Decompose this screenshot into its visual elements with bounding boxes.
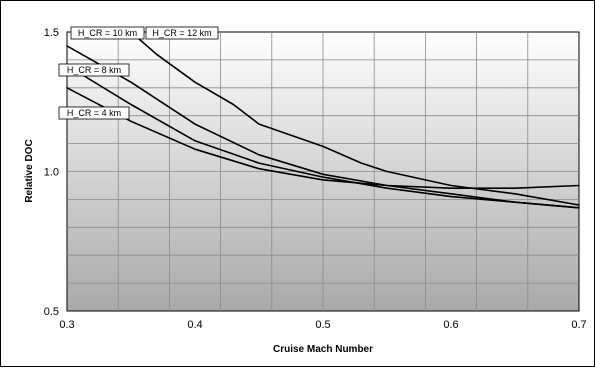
x-tick-label: 0.3	[59, 319, 74, 331]
annotation-8km: H_CR = 8 km	[58, 63, 130, 77]
annotation-10km: H_CR = 10 km	[70, 26, 145, 40]
y-tick-labels: 0.5 1.0 1.5	[44, 27, 59, 318]
svg-text:H_CR = 10 km: H_CR = 10 km	[78, 28, 137, 38]
svg-text:H_CR = 4 km: H_CR = 4 km	[67, 108, 121, 118]
series-lines	[66, 31, 580, 209]
svg-text:H_CR = 12 km: H_CR = 12 km	[152, 28, 211, 38]
annotation-12km: H_CR = 12 km	[145, 26, 219, 40]
annotation-4km: H_CR = 4 km	[58, 106, 130, 120]
series-line-1	[66, 64, 580, 209]
x-tick-labels: 0.3 0.4 0.5 0.6 0.7	[59, 319, 586, 331]
x-tick-label: 0.7	[571, 319, 586, 331]
series-line-3	[130, 31, 580, 206]
y-axis-title: Relative DOC	[24, 139, 35, 202]
x-tick-label: 0.6	[443, 319, 458, 331]
y-tick-label: 0.5	[44, 306, 59, 318]
x-tick-label: 0.4	[187, 319, 202, 331]
x-tick-label: 0.5	[315, 319, 330, 331]
series-line-0	[66, 87, 580, 189]
x-axis-title: Cruise Mach Number	[273, 344, 373, 355]
y-tick-label: 1.0	[44, 167, 59, 179]
series-line-2	[66, 45, 580, 209]
grid-lines	[67, 32, 579, 311]
y-tick-label: 1.5	[44, 27, 59, 39]
svg-text:H_CR = 8 km: H_CR = 8 km	[67, 65, 121, 75]
